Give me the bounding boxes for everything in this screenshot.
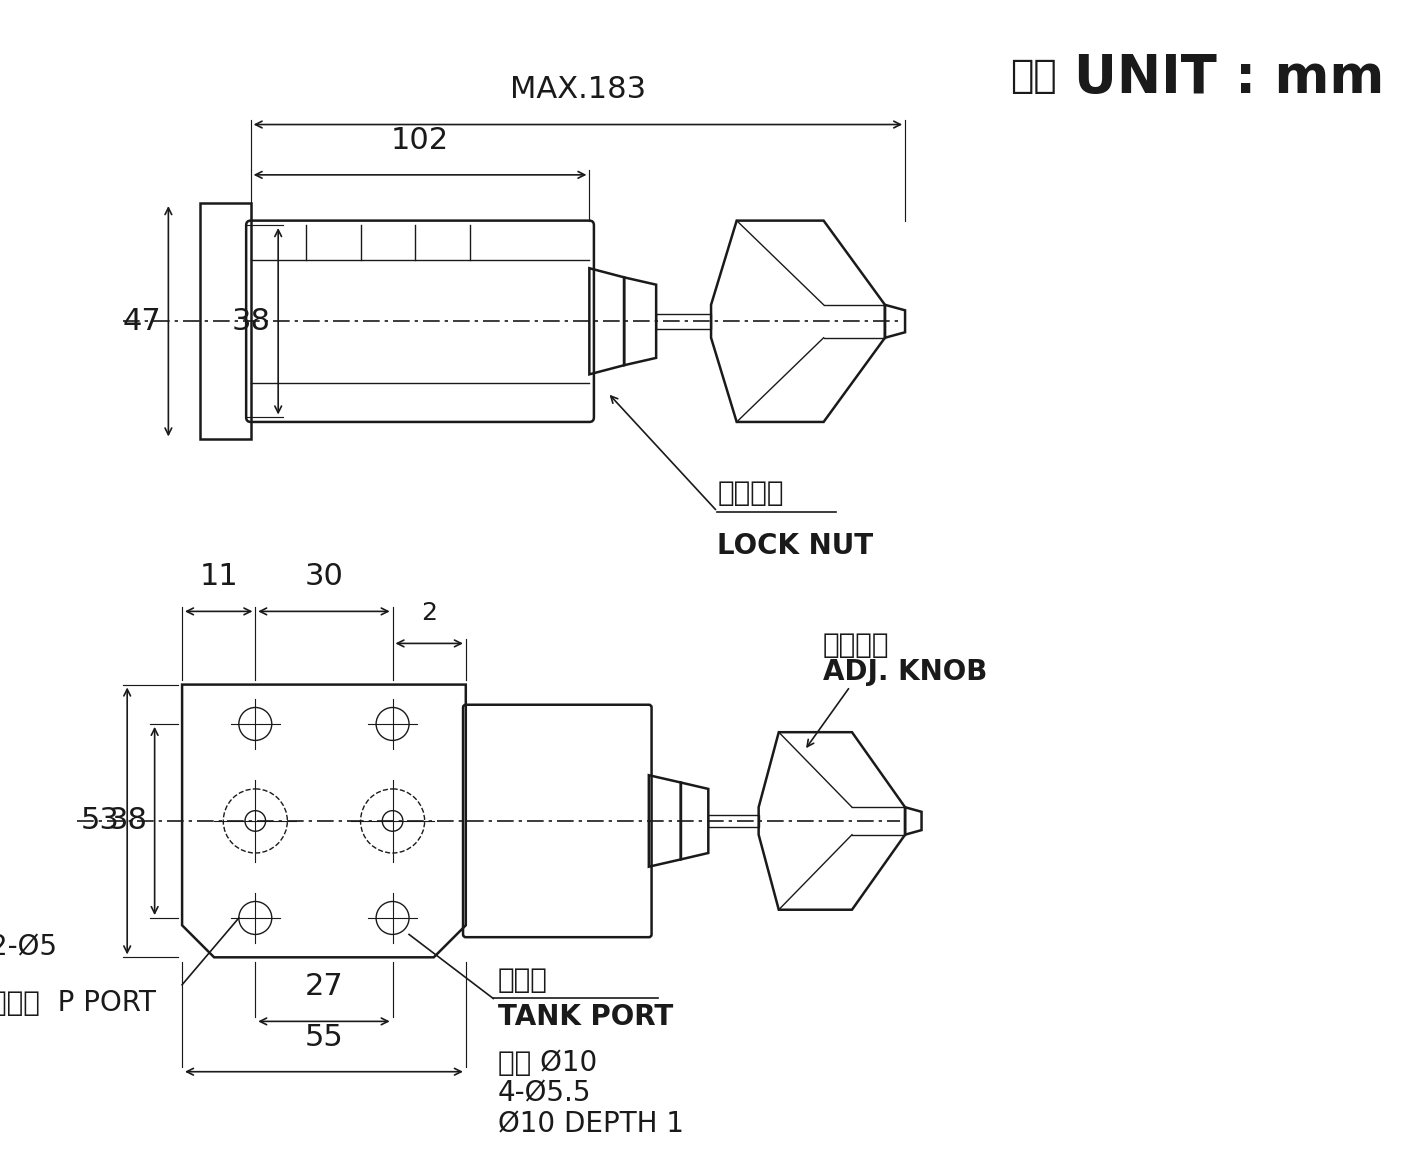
Text: 単位: 単位: [1010, 57, 1057, 95]
Bar: [708, 815, 759, 828]
Text: 中心 Ø10: 中心 Ø10: [498, 1049, 597, 1077]
Text: 30: 30: [304, 562, 343, 591]
Bar: [656, 314, 711, 329]
Text: 2-Ø5: 2-Ø5: [0, 934, 57, 962]
Text: 102: 102: [391, 125, 449, 154]
Text: 53: 53: [81, 807, 119, 836]
Text: 55: 55: [304, 1022, 343, 1051]
Text: 壓力孔  P PORT: 壓力孔 P PORT: [0, 990, 156, 1018]
Text: 27: 27: [304, 972, 343, 1001]
Bar: [201, 203, 250, 439]
Text: 11: 11: [199, 562, 237, 591]
Text: ADJ. KNOB: ADJ. KNOB: [823, 658, 987, 686]
Text: UNIT : mm: UNIT : mm: [1075, 52, 1385, 104]
Text: 固定螺絲: 固定螺絲: [718, 479, 784, 506]
Text: Ø10 DEPTH 1: Ø10 DEPTH 1: [498, 1110, 684, 1138]
Text: 回油孔: 回油孔: [498, 965, 547, 994]
Text: TANK PORT: TANK PORT: [498, 1003, 673, 1032]
Text: LOCK NUT: LOCK NUT: [718, 532, 873, 560]
Text: 47: 47: [122, 307, 161, 336]
Text: 38: 38: [108, 807, 148, 836]
Text: MAX.183: MAX.183: [510, 75, 646, 104]
Text: 調節旋鈕: 調節旋鈕: [823, 630, 889, 659]
Text: 4-Ø5.5: 4-Ø5.5: [498, 1079, 592, 1107]
Text: 2: 2: [421, 602, 437, 625]
Text: 38: 38: [232, 307, 270, 336]
